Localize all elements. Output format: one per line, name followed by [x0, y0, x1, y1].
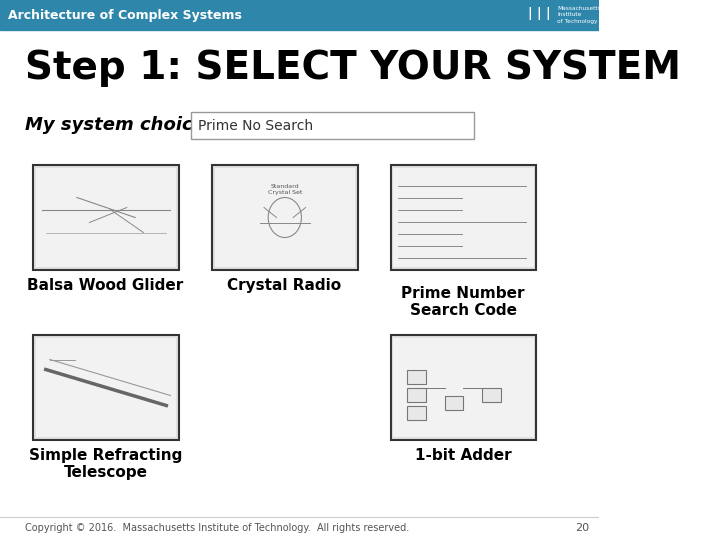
Bar [482, 388, 500, 402]
Text: Crystal Radio: Crystal Radio [228, 278, 341, 293]
Text: Standard
Crystal Set: Standard Crystal Set [268, 184, 302, 195]
Bar [33, 335, 179, 440]
Bar [0, 0, 599, 30]
Bar [391, 335, 536, 440]
Text: Step 1: SELECT YOUR SYSTEM: Step 1: SELECT YOUR SYSTEM [25, 49, 681, 87]
Bar [408, 406, 426, 420]
Text: 20: 20 [575, 523, 589, 533]
Text: 1-bit Adder: 1-bit Adder [415, 448, 511, 463]
Bar [393, 168, 534, 267]
Text: Prime Number
Search Code: Prime Number Search Code [402, 286, 525, 319]
Bar [393, 338, 534, 437]
Text: Prime No Search: Prime No Search [198, 119, 313, 133]
Bar [192, 112, 474, 139]
Bar [445, 396, 463, 410]
Text: Copyright © 2016.  Massachusetts Institute of Technology.  All rights reserved.: Copyright © 2016. Massachusetts Institut… [25, 523, 409, 533]
Text: Balsa Wood Glider: Balsa Wood Glider [27, 278, 184, 293]
Bar [33, 165, 179, 270]
Bar [212, 165, 358, 270]
Bar [408, 370, 426, 384]
Bar [408, 388, 426, 402]
Text: | | |: | | | [528, 6, 550, 19]
Bar [391, 165, 536, 270]
Text: Massachusetts
Institute
of Technology: Massachusetts Institute of Technology [557, 6, 601, 24]
Bar [36, 338, 176, 437]
Bar [36, 168, 176, 267]
Text: Architecture of Complex Systems: Architecture of Complex Systems [9, 9, 242, 22]
Bar [215, 168, 355, 267]
Text: My system choice:: My system choice: [25, 116, 212, 134]
Text: Simple Refracting
Telescope: Simple Refracting Telescope [29, 448, 182, 481]
